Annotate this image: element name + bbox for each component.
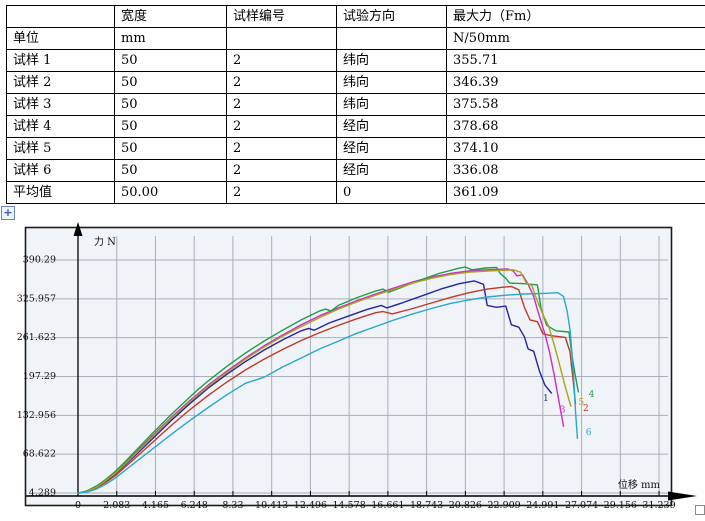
x-tick-label: 18.743: [410, 500, 443, 511]
curve-label-6: 6: [586, 428, 592, 438]
results-table-header: 宽度试样编号试验方向最大力（Fm）: [7, 6, 705, 28]
table-cell: 2: [227, 116, 337, 138]
x-tick-label: 0: [75, 500, 81, 511]
table-cell: 50: [115, 138, 227, 160]
table-cell: 50: [115, 72, 227, 94]
table-cell: 378.68: [447, 116, 705, 138]
y-tick-label: 68.622: [23, 449, 56, 460]
x-tick-label: 12.496: [294, 500, 327, 511]
table-cell: 试样 2: [7, 72, 115, 94]
table-cell: 经向: [337, 160, 447, 182]
table-cell: 336.08: [447, 160, 705, 182]
resize-handle[interactable]: [696, 506, 705, 515]
table-cell: 355.71: [447, 50, 705, 72]
x-tick-label: 10.413: [255, 500, 288, 511]
move-anchor-icon[interactable]: +: [1, 206, 15, 220]
x-tick-label: 14.578: [333, 500, 366, 511]
table-cell: 0: [337, 182, 447, 204]
table-cell: 试样 3: [7, 94, 115, 116]
x-tick-label: 31.239: [642, 500, 675, 511]
table-cell: 50: [115, 50, 227, 72]
y-tick-label: 132.956: [17, 410, 56, 421]
x-tick-label: 8.33: [222, 500, 243, 511]
table-cell: 50: [115, 94, 227, 116]
column-header: 最大力（Fm）: [447, 6, 705, 28]
table-cell: [337, 28, 447, 50]
table-cell: [227, 28, 337, 50]
column-header: 试验方向: [337, 6, 447, 28]
table-cell: 50.00: [115, 182, 227, 204]
x-tick-label: 16.661: [371, 500, 404, 511]
y-tick-label: 261.623: [17, 332, 56, 343]
table-cell: N/50mm: [447, 28, 705, 50]
x-tick-label: 2.083: [103, 500, 130, 511]
table-cell: 346.39: [447, 72, 705, 94]
table-cell: 经向: [337, 116, 447, 138]
curve-label-1: 1: [543, 394, 549, 404]
table-cell: 经向: [337, 138, 447, 160]
table-cell: 单位: [7, 28, 115, 50]
column-header: 宽度: [115, 6, 227, 28]
y-tick-label: 4.289: [29, 488, 56, 499]
table-cell: 50: [115, 116, 227, 138]
table-cell: 375.58: [447, 94, 705, 116]
table-cell: 2: [227, 94, 337, 116]
table-cell: 纬向: [337, 94, 447, 116]
table-cell: 试样 6: [7, 160, 115, 182]
y-tick-label: 325.957: [17, 293, 56, 304]
table-cell: 374.10: [447, 138, 705, 160]
table-cell: 2: [227, 138, 337, 160]
curve-label-2: 2: [583, 404, 589, 414]
column-header: 试样编号: [227, 6, 337, 28]
y-axis-title: 力 N: [94, 235, 116, 248]
table-cell: 平均值: [7, 182, 115, 204]
table-cell: 纬向: [337, 50, 447, 72]
table-cell: 2: [227, 160, 337, 182]
table-cell: 2: [227, 72, 337, 94]
x-axis-title: 位移 mm: [618, 478, 661, 491]
x-tick-label: 4.165: [142, 500, 169, 511]
table-cell: 试样 5: [7, 138, 115, 160]
x-tick-label: 6.248: [181, 500, 208, 511]
column-header: [7, 6, 115, 28]
y-tick-label: 197.29: [23, 371, 56, 382]
table-cell: mm: [115, 28, 227, 50]
table-cell: 试样 4: [7, 116, 115, 138]
curve-label-4: 4: [589, 390, 595, 400]
x-tick-label: 27.074: [565, 500, 598, 511]
table-cell: 2: [227, 182, 337, 204]
table-cell: 361.09: [447, 182, 705, 204]
x-tick-label: 29.156: [604, 500, 637, 511]
x-tick-label: 20.826: [449, 500, 482, 511]
table-cell: 纬向: [337, 72, 447, 94]
y-tick-label: 390.29: [23, 254, 56, 265]
x-tick-label: 24.991: [526, 500, 559, 511]
table-cell: 试样 1: [7, 50, 115, 72]
curve-label-3: 3: [560, 405, 566, 415]
table-cell: 2: [227, 50, 337, 72]
x-tick-label: 22.909: [487, 500, 520, 511]
table-cell: 50: [115, 160, 227, 182]
